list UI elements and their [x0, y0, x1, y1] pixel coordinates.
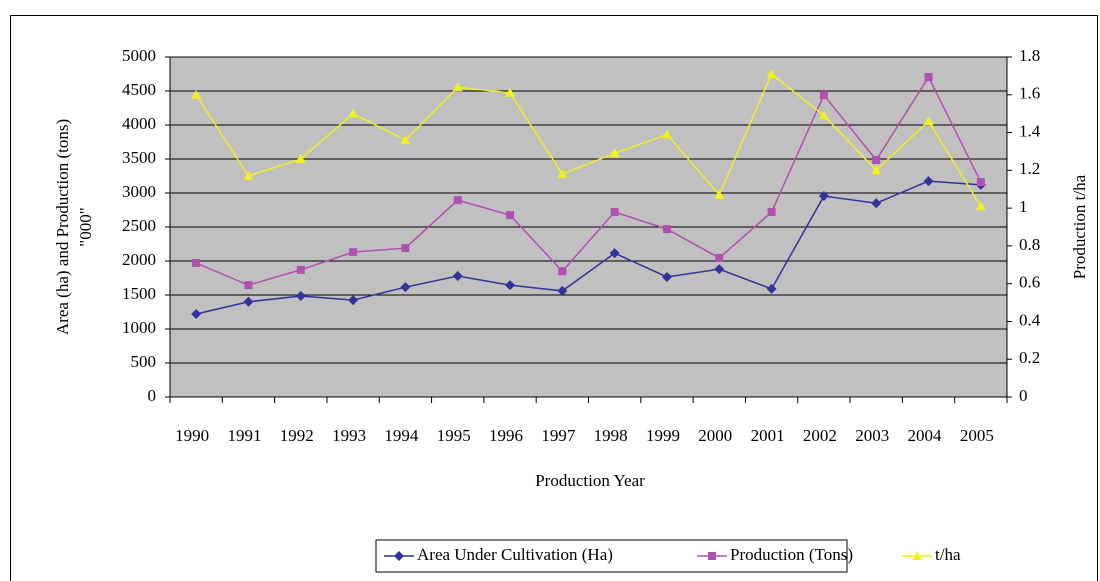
data-point	[714, 264, 725, 275]
data-point	[818, 110, 829, 120]
data-point	[506, 211, 515, 220]
data-point	[192, 259, 201, 268]
data-point	[348, 108, 359, 118]
data-point	[766, 283, 777, 294]
x-tick-label: 1993	[332, 426, 366, 445]
series-line	[195, 75, 982, 286]
y-tick-label: 4500	[122, 80, 156, 99]
data-point	[923, 176, 934, 187]
data-point	[296, 265, 305, 274]
legend-label: t/ha	[935, 545, 961, 564]
data-point	[400, 282, 411, 293]
y2-tick-label: 0.4	[1019, 310, 1041, 329]
data-point	[871, 165, 882, 175]
data-point	[609, 148, 620, 158]
data-point	[452, 270, 463, 281]
data-point	[661, 129, 672, 139]
data-point	[191, 89, 202, 99]
y-tick-label: 2000	[122, 250, 156, 269]
legend-label: Production (Tons)	[730, 545, 853, 564]
x-tick-label: 2004	[908, 426, 943, 445]
data-point	[661, 271, 672, 282]
x-tick-label: 1997	[541, 426, 576, 445]
x-tick-label: 1995	[437, 426, 471, 445]
y-tick-label: 0	[148, 386, 157, 405]
series-line	[195, 180, 981, 315]
data-point	[557, 285, 568, 296]
data-point	[243, 171, 254, 180]
y-tick-label: 500	[131, 352, 157, 371]
x-tick-label: 2002	[803, 426, 837, 445]
x-tick-label: 1992	[280, 426, 314, 445]
data-point	[453, 196, 462, 205]
y2-tick-label: 1.2	[1019, 159, 1040, 178]
y2-axis-label: Production t/ha	[1070, 174, 1089, 279]
data-point	[976, 178, 985, 187]
y-tick-label: 1000	[122, 318, 156, 337]
y2-tick-label: 0	[1019, 386, 1028, 405]
y2-tick-label: 1.6	[1019, 84, 1040, 103]
y-tick-label: 3000	[122, 182, 156, 201]
y2-tick-label: 0.8	[1019, 235, 1040, 254]
y-tick-label: 3500	[122, 148, 156, 167]
y2-tick-label: 1.4	[1019, 121, 1041, 140]
data-point	[924, 73, 933, 82]
y2-tick-label: 0.2	[1019, 348, 1040, 367]
y2-tick-label: 1.8	[1019, 46, 1040, 65]
legend-box	[375, 539, 848, 573]
data-point	[348, 295, 359, 306]
series-line	[195, 72, 982, 207]
y-tick-label: 5000	[122, 46, 156, 65]
data-point	[872, 156, 881, 165]
x-tick-label: 1999	[646, 426, 680, 445]
data-point	[295, 291, 306, 302]
legend-marker	[708, 552, 716, 560]
x-tick-label: 2003	[855, 426, 889, 445]
data-point	[766, 69, 777, 78]
y-tick-label: 4000	[122, 114, 156, 133]
data-point	[609, 248, 620, 259]
data-point	[819, 91, 828, 100]
y2-tick-label: 1	[1019, 197, 1028, 216]
y-axis-label: Area (ha) and Production (tons)	[53, 119, 72, 335]
x-tick-label: 1998	[594, 426, 628, 445]
data-point	[401, 244, 410, 253]
data-point	[818, 191, 829, 202]
x-tick-label: 2005	[960, 426, 994, 445]
data-point	[244, 281, 253, 290]
data-point	[715, 253, 724, 262]
data-point	[295, 154, 306, 163]
x-tick-label: 2001	[751, 426, 785, 445]
data-point	[558, 267, 567, 276]
data-point	[662, 225, 671, 234]
y-tick-label: 1500	[122, 284, 156, 303]
data-point	[243, 296, 254, 307]
legend-marker	[912, 551, 922, 560]
y2-tick-label: 0.6	[1019, 273, 1040, 292]
data-point	[767, 208, 776, 217]
x-tick-label: 1991	[227, 426, 261, 445]
data-point	[505, 280, 516, 291]
data-point	[191, 309, 202, 320]
data-point	[505, 87, 516, 97]
x-tick-label: 1994	[384, 426, 419, 445]
y-tick-label: 2500	[122, 216, 156, 235]
data-point	[400, 135, 411, 145]
data-point	[349, 248, 358, 257]
x-axis-label: Production Year	[535, 471, 645, 490]
data-point	[975, 201, 986, 211]
data-point	[871, 198, 882, 209]
data-point	[714, 189, 725, 199]
x-tick-label: 1990	[175, 426, 209, 445]
legend-label: Area Under Cultivation (Ha)	[417, 545, 613, 564]
x-tick-label: 2000	[698, 426, 732, 445]
data-point	[610, 208, 619, 217]
data-point	[923, 116, 934, 126]
x-tick-label: 1996	[489, 426, 523, 445]
legend-marker	[394, 551, 404, 561]
data-point	[452, 82, 463, 92]
y-axis-label: "000"	[76, 207, 95, 246]
data-point	[557, 169, 568, 179]
